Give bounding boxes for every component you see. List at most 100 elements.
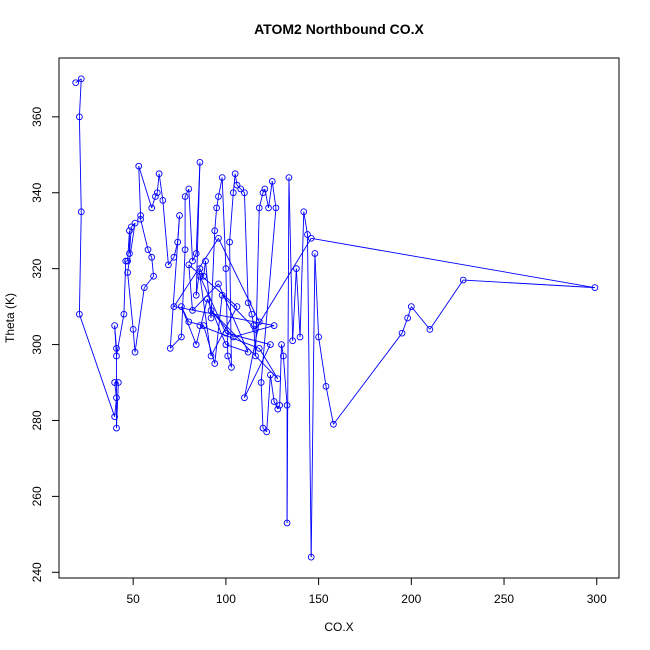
- data-point: [170, 253, 178, 261]
- series-segment: [75, 78, 82, 84]
- data-point: [150, 272, 157, 280]
- data-point: [259, 424, 267, 432]
- series-segment: [281, 344, 284, 357]
- data-point: [244, 299, 252, 307]
- y-tick-label: 300: [30, 334, 44, 354]
- data-point: [137, 212, 144, 219]
- data-point: [229, 333, 237, 341]
- series-segment: [127, 272, 134, 330]
- data-point: [196, 322, 204, 329]
- data-point: [300, 208, 308, 216]
- data-point: [224, 352, 232, 360]
- series-segment: [169, 215, 180, 349]
- data-point: [165, 261, 172, 269]
- series-segment: [273, 401, 279, 410]
- data-point: [207, 314, 215, 322]
- data-point: [126, 250, 133, 257]
- series-segment: [271, 181, 277, 208]
- data-point: [228, 363, 235, 371]
- data-point: [237, 185, 245, 193]
- data-point: [322, 382, 330, 390]
- data-point: [174, 238, 182, 246]
- data-point: [178, 303, 185, 310]
- series-segment: [173, 306, 275, 327]
- data-point: [218, 291, 226, 299]
- data-point: [252, 352, 259, 360]
- data-point: [222, 341, 230, 348]
- data-point: [226, 238, 233, 246]
- data-point: [166, 345, 174, 352]
- x-tick-label: 50: [126, 592, 140, 606]
- data-point: [250, 322, 258, 329]
- data-point: [113, 345, 120, 352]
- data-point: [131, 348, 139, 356]
- data-point: [591, 284, 599, 291]
- series-segment: [151, 196, 156, 209]
- series-segment: [258, 348, 279, 379]
- data-point: [185, 185, 193, 193]
- series-segment: [292, 268, 297, 341]
- x-tick-label: 150: [309, 592, 329, 606]
- series-segment: [195, 162, 201, 296]
- data-point: [131, 219, 139, 227]
- data-point: [113, 394, 120, 402]
- data-point: [283, 519, 291, 527]
- data-point: [257, 379, 265, 386]
- series-segment: [143, 275, 154, 288]
- series-segment: [138, 166, 153, 209]
- data-point: [124, 257, 131, 265]
- y-axis-label: Theta (K): [3, 293, 17, 343]
- data-point: [129, 326, 137, 333]
- series-segment: [243, 321, 260, 398]
- data-point: [293, 265, 300, 273]
- series-segment: [243, 192, 249, 303]
- series-segment: [78, 211, 82, 315]
- series-segment: [184, 188, 190, 197]
- data-point: [192, 341, 200, 348]
- series-segment: [78, 78, 82, 117]
- data-point: [278, 341, 285, 348]
- data-point: [127, 223, 135, 231]
- series-segment: [303, 211, 308, 235]
- data-point: [111, 322, 118, 329]
- series-segment: [195, 298, 208, 345]
- data-point: [280, 352, 287, 360]
- series-segment: [134, 287, 145, 353]
- data-point: [459, 276, 467, 284]
- series-segment: [206, 298, 227, 345]
- data-point: [311, 250, 319, 257]
- data-point: [233, 181, 241, 189]
- data-point: [259, 189, 267, 197]
- series-segment: [199, 276, 227, 334]
- series-segment: [288, 177, 294, 341]
- data-point: [113, 352, 120, 360]
- data-point: [330, 420, 337, 428]
- series-segment: [188, 188, 193, 262]
- data-point: [111, 413, 118, 421]
- series-segment: [158, 173, 164, 201]
- series-segment: [221, 294, 256, 330]
- data-point: [189, 307, 196, 314]
- series-segment: [129, 226, 132, 254]
- data-point: [200, 322, 207, 329]
- data-point: [241, 394, 248, 402]
- data-point: [181, 246, 189, 254]
- series-segment: [299, 211, 305, 337]
- y-tick-label: 320: [30, 258, 44, 278]
- data-point: [192, 291, 200, 299]
- series-segment: [429, 279, 464, 330]
- data-point: [215, 193, 222, 200]
- series-segment: [325, 386, 334, 425]
- data-point: [111, 379, 118, 386]
- data-point: [218, 174, 226, 181]
- series-segment: [279, 344, 282, 406]
- series-segment: [295, 268, 301, 338]
- series-segment: [251, 314, 255, 326]
- data-point: [270, 322, 278, 329]
- series-segment: [407, 306, 412, 319]
- data-point: [267, 371, 274, 379]
- data-point: [140, 284, 148, 291]
- data-point: [407, 303, 415, 310]
